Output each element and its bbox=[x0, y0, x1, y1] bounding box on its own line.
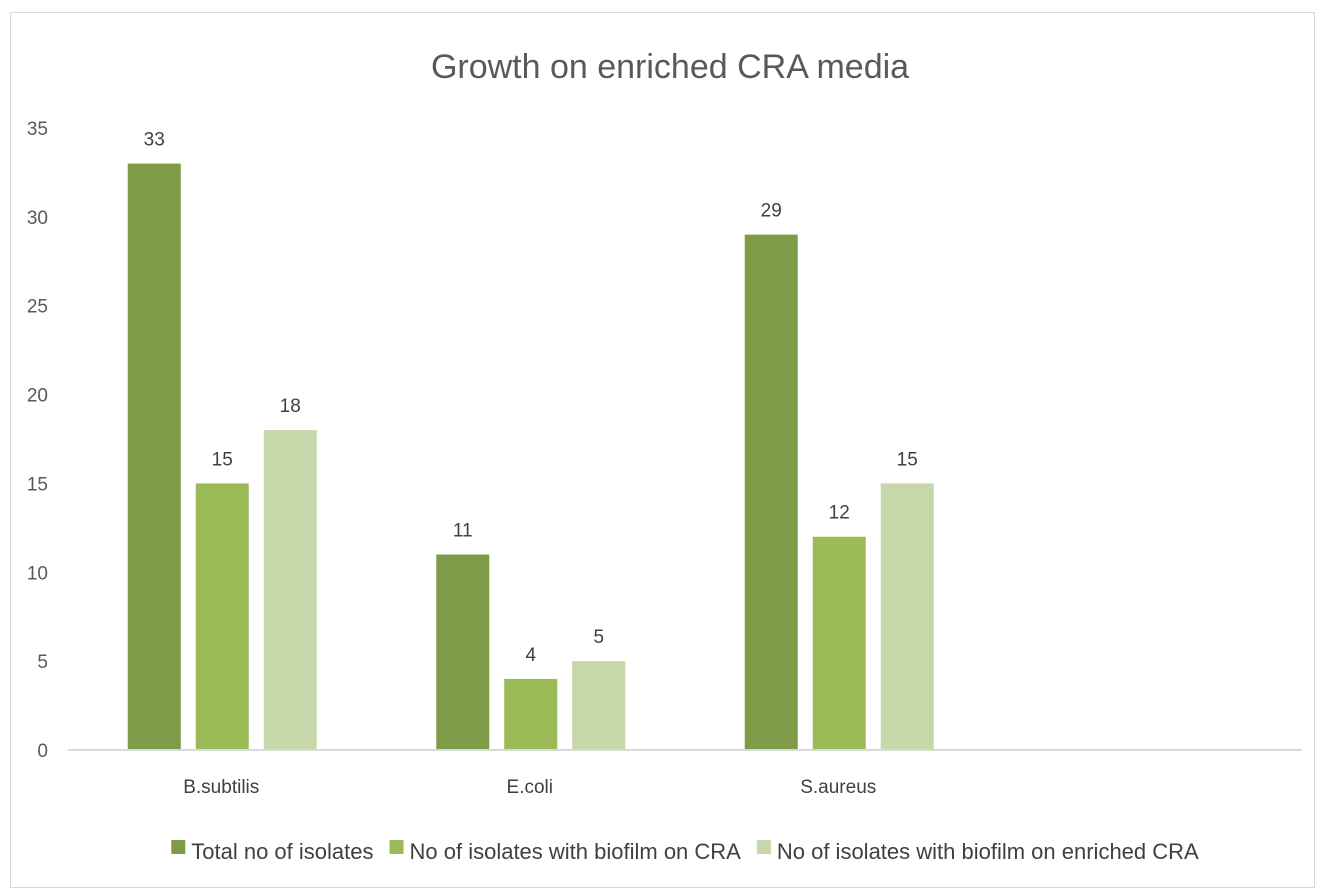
legend-label: No of isolates with biofilm on CRA bbox=[410, 839, 742, 864]
y-tick-label: 35 bbox=[27, 119, 48, 140]
y-tick-label: 15 bbox=[27, 474, 48, 495]
bar bbox=[744, 234, 798, 751]
data-label: 15 bbox=[212, 449, 233, 470]
bar bbox=[195, 483, 249, 750]
data-label: 15 bbox=[897, 449, 918, 470]
bar bbox=[504, 678, 558, 750]
data-label: 5 bbox=[593, 627, 604, 648]
bar bbox=[127, 163, 181, 751]
bar bbox=[572, 661, 626, 750]
y-tick-label: 20 bbox=[27, 386, 48, 407]
data-label: 29 bbox=[761, 201, 782, 222]
legend-swatch bbox=[756, 840, 771, 854]
bar bbox=[812, 536, 866, 750]
bar bbox=[436, 554, 490, 750]
x-axis-category-labels: B.subtilis E.coli S.aureus bbox=[183, 777, 876, 798]
y-tick-label: 0 bbox=[37, 741, 48, 762]
legend-item: No of isolates with biofilm on enriched … bbox=[756, 839, 1199, 864]
y-tick-label: 10 bbox=[27, 563, 48, 584]
legend: Total no of isolates No of isolates with … bbox=[171, 839, 1199, 864]
x-category-label: S.aureus bbox=[800, 777, 876, 798]
y-axis-ticks: 0 5 10 15 20 25 30 35 bbox=[27, 119, 48, 762]
bar-series bbox=[127, 163, 934, 751]
legend-label: No of isolates with biofilm on enriched … bbox=[777, 839, 1199, 864]
bar bbox=[263, 430, 317, 750]
data-label: 12 bbox=[829, 503, 850, 524]
legend-item: Total no of isolates bbox=[171, 839, 374, 864]
data-label: 33 bbox=[144, 130, 165, 151]
x-category-label: B.subtilis bbox=[183, 777, 259, 798]
y-tick-label: 5 bbox=[37, 652, 48, 673]
legend-label: Total no of isolates bbox=[191, 839, 373, 864]
chart-title: Growth on enriched CRA media bbox=[431, 48, 909, 86]
data-labels: 33 15 18 11 4 5 29 12 15 bbox=[144, 130, 918, 666]
legend-item: No of isolates with biofilm on CRA bbox=[389, 839, 742, 864]
legend-swatch bbox=[389, 840, 404, 854]
bar bbox=[880, 483, 934, 750]
x-category-label: E.coli bbox=[507, 777, 553, 798]
legend-swatch bbox=[171, 840, 186, 854]
y-tick-label: 25 bbox=[27, 297, 48, 318]
data-label: 4 bbox=[525, 645, 536, 666]
data-label: 18 bbox=[280, 396, 301, 417]
data-label: 11 bbox=[453, 521, 473, 542]
y-tick-label: 30 bbox=[27, 208, 48, 229]
